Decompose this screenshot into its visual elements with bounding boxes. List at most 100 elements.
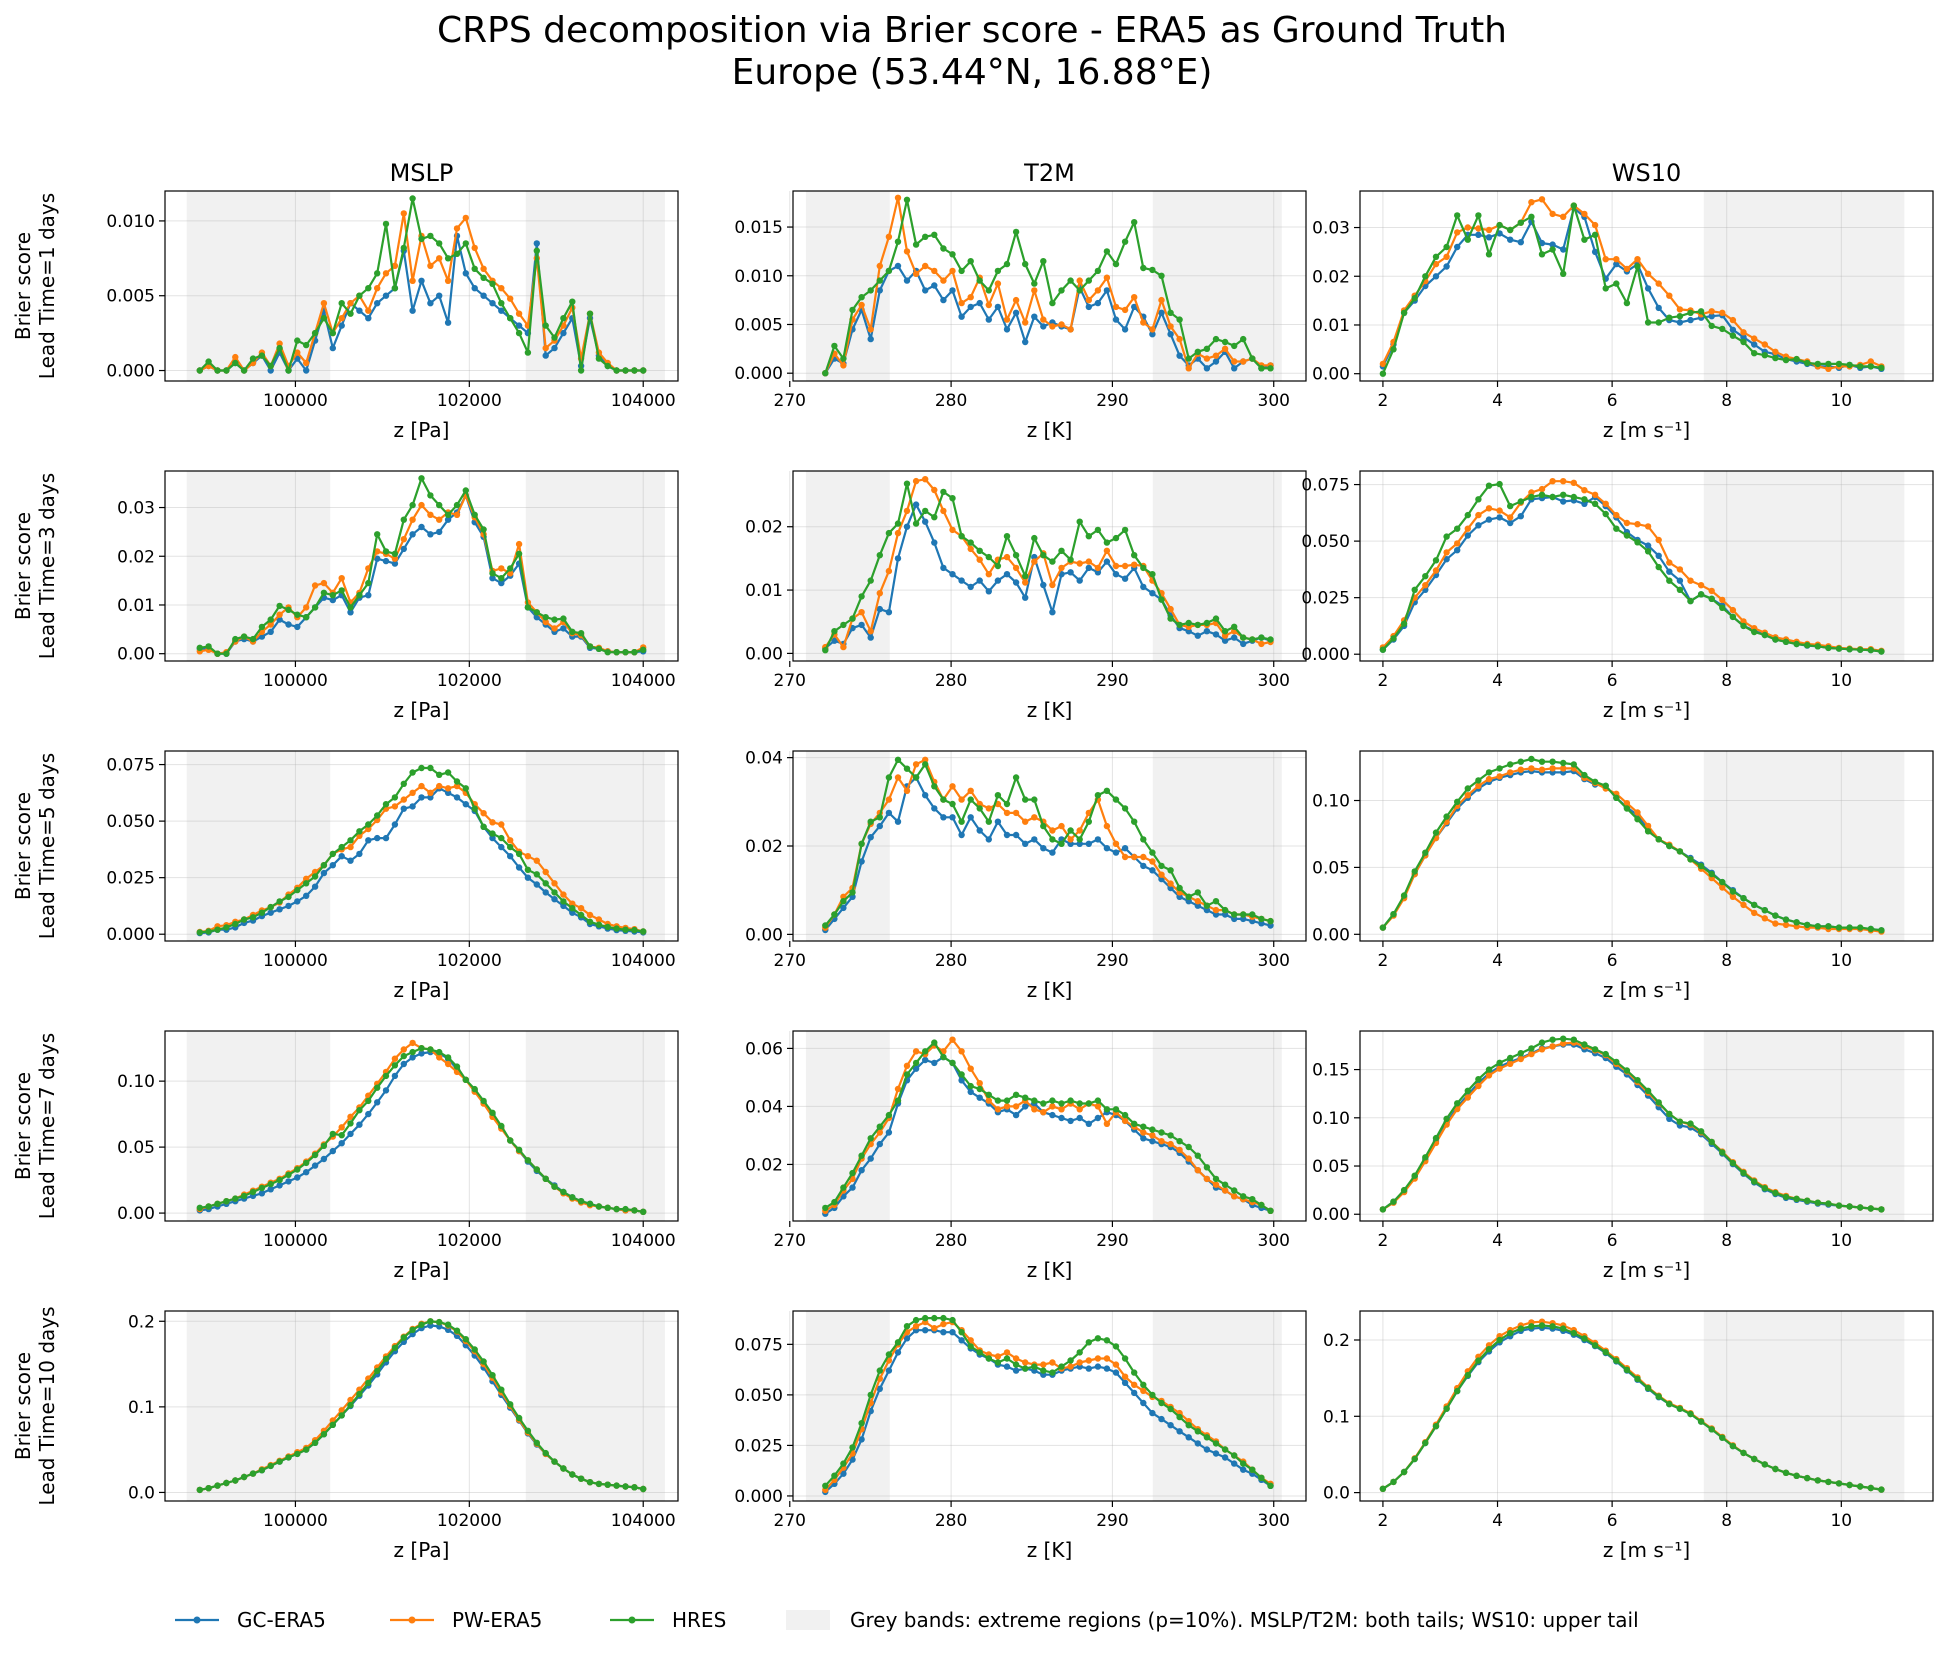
data-point (1666, 1110, 1673, 1118)
data-point (912, 1316, 920, 1324)
data-point (967, 545, 974, 553)
data-point (1687, 597, 1694, 605)
data-point (894, 529, 902, 537)
data-point (1221, 637, 1229, 644)
legend: GC-ERA5 PW-ERA5 HRES Grey bands: extreme re… (175, 1608, 1639, 1632)
series-hres (1379, 1322, 1885, 1493)
x-axis-label: z [Pa] (394, 698, 450, 722)
data-point (1475, 212, 1482, 219)
data-point (480, 274, 487, 281)
data-point (1390, 911, 1397, 918)
data-point (1517, 766, 1525, 773)
data-point (1496, 514, 1503, 521)
data-point (1729, 1159, 1737, 1167)
series-hres (822, 1039, 1274, 1215)
data-point (1231, 342, 1238, 350)
x-axis-label: z [m s⁻¹] (1603, 978, 1690, 1002)
data-point (1167, 331, 1174, 338)
data-point (1666, 577, 1673, 584)
data-point (1422, 849, 1429, 856)
figure-title-line1: CRPS decomposition via Brier score - ERA… (437, 10, 1507, 51)
x-tick-label: 102000 (437, 951, 502, 971)
data-point (1267, 917, 1274, 925)
data-point (498, 834, 505, 842)
data-point (569, 909, 576, 916)
y-tick-label: 0.15 (1312, 1061, 1350, 1081)
data-point (631, 926, 638, 934)
data-point (1003, 571, 1011, 578)
data-point (595, 355, 603, 362)
data-point (427, 511, 434, 518)
data-point (232, 1195, 239, 1202)
data-point (912, 477, 920, 485)
data-point (1697, 862, 1705, 870)
data-point (1475, 496, 1482, 503)
data-point (1846, 1203, 1853, 1210)
data-point (1203, 1164, 1211, 1171)
data-point (1112, 1343, 1120, 1350)
data-point (1067, 1363, 1074, 1370)
y-tick-label: 0.000 (734, 1487, 783, 1507)
data-point (1085, 818, 1093, 825)
data-point (922, 476, 929, 483)
data-point (329, 850, 336, 858)
y-axis-label: Brier scoreLead Time=5 days (11, 753, 59, 939)
data-point (985, 1097, 992, 1104)
data-point (1623, 532, 1631, 539)
data-point (985, 818, 992, 825)
x-tick-label: 102000 (437, 391, 502, 411)
data-point (1390, 346, 1397, 353)
data-point (1076, 577, 1083, 584)
data-point (400, 1046, 407, 1053)
data-point (967, 796, 974, 803)
data-point (1549, 1323, 1556, 1330)
data-point (1464, 532, 1472, 539)
data-point (498, 821, 505, 828)
x-tick-label: 10 (1830, 671, 1852, 691)
data-point (338, 843, 345, 851)
data-point (374, 1099, 381, 1106)
data-point (1581, 210, 1588, 218)
data-point (1507, 236, 1514, 243)
data-point (1221, 338, 1229, 346)
data-point (1676, 313, 1684, 320)
data-point (542, 1449, 549, 1457)
x-tick-label: 2 (1378, 951, 1389, 971)
series-hres (1379, 480, 1885, 655)
data-point (1475, 231, 1482, 238)
data-point (480, 810, 487, 817)
data-point (409, 769, 416, 776)
data-point (903, 1335, 911, 1342)
data-point (303, 1169, 310, 1176)
data-point (1390, 635, 1397, 642)
data-point (1538, 251, 1546, 258)
data-point (894, 520, 902, 527)
extreme-band (1703, 751, 1905, 941)
data-point (940, 245, 947, 252)
data-point (276, 898, 283, 905)
data-point (258, 1190, 266, 1197)
data-point (1021, 840, 1029, 847)
data-point (1003, 553, 1011, 561)
data-point (849, 889, 856, 896)
data-point (1602, 256, 1609, 263)
data-point (831, 1472, 838, 1479)
data-point (831, 911, 838, 918)
data-point (1149, 571, 1156, 578)
data-point (1221, 1454, 1229, 1461)
data-point (1058, 840, 1065, 847)
data-point (1185, 355, 1192, 362)
x-tick-label: 8 (1721, 1511, 1732, 1531)
data-point (958, 533, 965, 540)
data-point (958, 313, 965, 320)
data-point (1149, 331, 1156, 338)
data-point (1676, 577, 1684, 584)
data-point (822, 647, 829, 654)
data-point (1676, 319, 1684, 326)
data-point (1432, 273, 1440, 280)
data-point (1094, 1103, 1102, 1110)
data-point (258, 1467, 266, 1474)
y-tick-label: 0.04 (745, 1097, 783, 1117)
data-point (858, 840, 865, 847)
data-point (1485, 1066, 1493, 1073)
